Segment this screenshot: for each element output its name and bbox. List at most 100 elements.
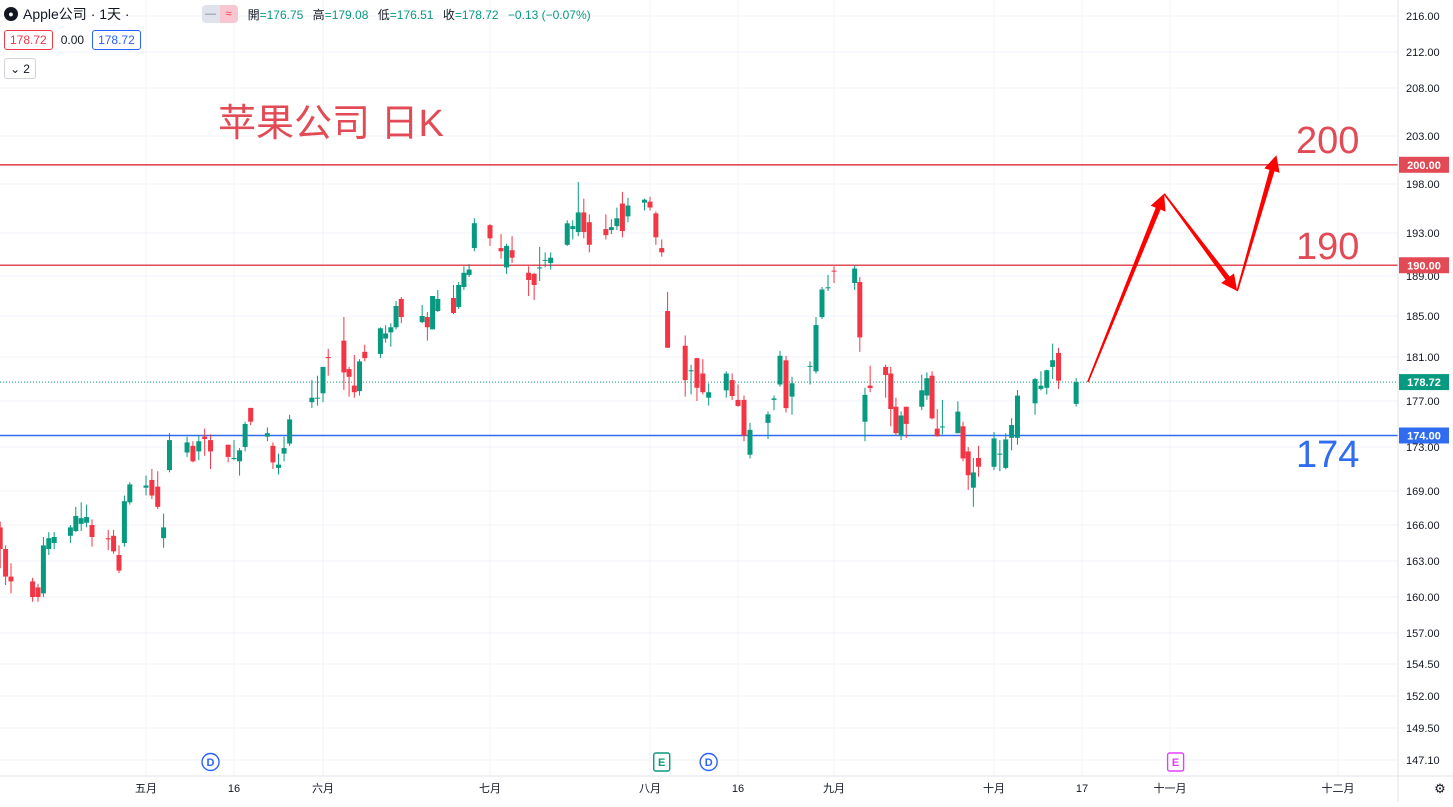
candle-body	[924, 378, 930, 396]
candle-body	[934, 428, 940, 437]
price-tick-label: 212.00	[1406, 47, 1440, 59]
level-200-annotation[interactable]: 200	[1296, 120, 1360, 162]
indicators-collapse-button[interactable]: ⌄ 2	[4, 58, 36, 79]
time-tick-label: 五月	[135, 783, 157, 795]
dividend-marker	[699, 752, 718, 772]
candle-body	[196, 441, 202, 452]
gear-icon[interactable]: ⚙	[1434, 781, 1446, 796]
dividend-marker-label: D	[207, 757, 215, 769]
level-190-annotation[interactable]: 190	[1296, 226, 1360, 268]
price-tick-label: 203.00	[1406, 131, 1440, 143]
candle-body	[466, 269, 472, 275]
sell-price-button[interactable]: 178.72	[4, 30, 53, 50]
candle-body	[1050, 360, 1056, 367]
low-value: =176.51	[389, 7, 434, 22]
price-level-tag-label: 200.00	[1407, 160, 1441, 172]
candle-body	[665, 311, 671, 348]
candle-body	[929, 375, 935, 419]
earnings-marker	[653, 752, 671, 772]
chevron-down-icon: ⌄	[10, 61, 21, 76]
candle-body	[1044, 370, 1050, 388]
candle-body	[309, 397, 315, 403]
time-tick-label: 六月	[312, 782, 334, 795]
candle-body	[498, 248, 504, 252]
candle-body	[190, 445, 196, 462]
candle-body	[694, 358, 700, 388]
candle-body	[0, 527, 3, 549]
price-tick-label: 181.00	[1406, 352, 1440, 364]
candle-body	[362, 351, 368, 359]
low-label: 低	[377, 7, 390, 22]
candle-body	[1014, 395, 1020, 438]
candle-body	[575, 212, 581, 233]
last-price-tag	[1399, 374, 1449, 391]
price-tick-label: 208.00	[1406, 83, 1440, 95]
candle-body	[531, 273, 537, 285]
title-annotation[interactable]: 苹果公司 日K	[218, 103, 444, 145]
candle-body	[647, 201, 653, 208]
candle-body	[898, 415, 904, 436]
candle-body	[729, 380, 735, 397]
candle-body	[608, 227, 614, 231]
candle-body	[3, 549, 9, 577]
candle-body	[242, 424, 248, 447]
candle-body	[393, 306, 399, 328]
candle-body	[852, 268, 858, 283]
wave-style-icon[interactable]: ≈	[219, 5, 238, 23]
price-tick-label: 169.00	[1406, 486, 1440, 498]
candle-body	[67, 527, 73, 536]
price-tick-label: 189.00	[1406, 271, 1440, 283]
candle-body	[341, 340, 347, 373]
line-style-icon[interactable]: —	[201, 5, 220, 23]
candle-body	[581, 212, 587, 233]
candle-body	[819, 289, 825, 318]
candle-body	[225, 444, 231, 457]
projection-arrow-segment	[1236, 155, 1280, 292]
open-value: =176.75	[259, 7, 304, 22]
buy-price-button[interactable]: 178.72	[92, 30, 141, 50]
open-label: 開	[247, 7, 260, 22]
level-174-annotation[interactable]: 174	[1296, 434, 1360, 476]
candle-body	[614, 218, 620, 227]
candle-body	[419, 316, 425, 323]
candle-body	[377, 328, 383, 354]
candle-body	[471, 223, 477, 249]
candle-body	[789, 383, 795, 397]
candle-body	[862, 394, 868, 422]
candle-body	[424, 317, 430, 328]
candle-body	[383, 333, 389, 339]
candle-body	[570, 226, 576, 230]
candle-body	[960, 426, 966, 459]
candle-body	[888, 373, 894, 410]
chart-style-pill[interactable]: — ≈	[201, 5, 238, 23]
candle-body	[825, 287, 831, 289]
candle-body	[548, 257, 554, 264]
price-tick-label: 198.00	[1406, 179, 1440, 191]
candle-body	[735, 399, 741, 406]
candle-body	[970, 472, 976, 488]
candle-body	[659, 248, 665, 253]
candle-body	[783, 360, 789, 409]
candle-body	[208, 440, 214, 452]
candle-body	[78, 518, 84, 524]
symbol-title[interactable]: Apple公司 · 1天 ·	[23, 6, 130, 22]
time-tick-label: 八月	[639, 783, 661, 795]
candle-body	[116, 555, 122, 571]
candle-body	[586, 222, 592, 245]
candle-body	[603, 229, 609, 236]
candles	[0, 182, 1079, 602]
candle-body	[248, 407, 254, 422]
price-level-tag-label: 190.00	[1407, 260, 1441, 272]
candle-body	[398, 299, 404, 318]
candle-body	[813, 325, 819, 372]
change-value: −0.13 (−0.07%)	[507, 7, 591, 22]
candle-body	[747, 429, 753, 455]
candle-body	[741, 399, 747, 436]
price-level-tag-label: 174.00	[1407, 431, 1441, 443]
candle-body	[84, 517, 90, 523]
candle-body	[919, 390, 925, 407]
candle-body	[346, 369, 352, 377]
